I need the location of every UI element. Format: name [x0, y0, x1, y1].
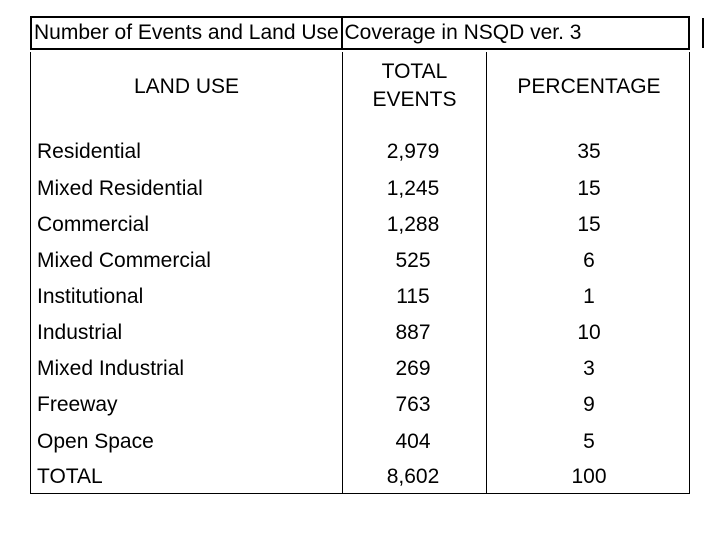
cell-land-use: TOTAL: [37, 465, 103, 488]
header-total-events: TOTAL EVENTS: [343, 58, 486, 114]
cell-land-use: Mixed Industrial: [37, 357, 185, 380]
cell-land-use: Residential: [37, 140, 141, 163]
cell-land-use: Commercial: [37, 213, 150, 236]
table-row: Commercial 1,288 15: [31, 207, 691, 243]
cell-percentage: 35: [577, 140, 601, 163]
cell-total-events: 1,245: [386, 177, 440, 200]
cell-land-use: Institutional: [37, 285, 144, 308]
header-land-use: LAND USE: [133, 75, 240, 98]
land-use-table: Number of Events and Land Use Coverage i…: [30, 16, 706, 494]
title-divider: [341, 16, 343, 50]
header-total-events-line1: TOTAL: [381, 60, 448, 83]
cell-percentage: 1: [583, 285, 595, 308]
cell-total-events: 404: [395, 430, 431, 453]
cell-land-use: Mixed Residential: [37, 177, 203, 200]
table-row: Residential 2,979 35: [31, 134, 691, 170]
cell-total-events: 269: [395, 357, 431, 380]
cell-land-use: Mixed Commercial: [37, 249, 211, 272]
title-bar-edge: [688, 18, 704, 48]
header-total-events-line2: EVENTS: [372, 88, 457, 111]
cell-percentage: 5: [583, 430, 595, 453]
table-row: Freeway 763 9: [31, 387, 691, 423]
cell-land-use: Freeway: [37, 393, 118, 416]
cell-percentage: 3: [583, 357, 595, 380]
table-title-bar: Number of Events and Land Use Coverage i…: [30, 16, 704, 50]
cell-total-events: 2,979: [386, 140, 440, 163]
table-title: Number of Events and Land Use Coverage i…: [34, 21, 582, 44]
table-row: Open Space 404 5: [31, 424, 691, 460]
table-row: Mixed Industrial 269 3: [31, 351, 691, 387]
cell-total-events: 8,602: [386, 465, 440, 488]
header-percentage: PERCENTAGE: [517, 75, 661, 98]
cell-percentage: 10: [577, 321, 601, 344]
table-body: LAND USE TOTAL EVENTS PERCENTAGE Residen…: [30, 52, 690, 494]
cell-percentage: 6: [583, 249, 595, 272]
cell-total-events: 115: [396, 285, 430, 308]
cell-percentage: 15: [577, 177, 601, 200]
column-divider-events: [342, 52, 343, 493]
column-divider-percentage: [486, 52, 487, 493]
cell-total-events: 525: [395, 249, 431, 272]
table-row-total: TOTAL 8,602 100: [31, 459, 691, 495]
cell-land-use: Industrial: [37, 321, 123, 344]
cell-percentage: 9: [583, 393, 595, 416]
table-row: Industrial 887 10: [31, 315, 691, 351]
table-row: Mixed Commercial 525 6: [31, 243, 691, 279]
cell-land-use: Open Space: [37, 430, 154, 453]
table-row: Institutional 115 1: [31, 279, 691, 315]
cell-total-events: 887: [395, 321, 431, 344]
cell-total-events: 763: [395, 393, 431, 416]
cell-total-events: 1,288: [386, 213, 440, 236]
table-row: Mixed Residential 1,245 15: [31, 171, 691, 207]
cell-percentage: 15: [577, 213, 601, 236]
cell-percentage: 100: [571, 465, 607, 488]
